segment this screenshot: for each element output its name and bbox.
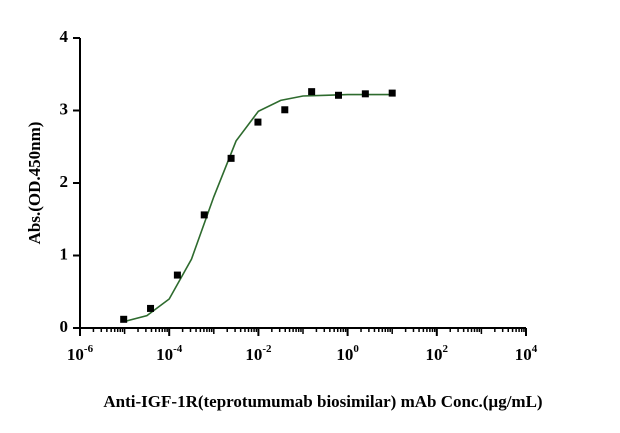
x-tick-label: 104 [515, 343, 538, 364]
y-tick-label: 4 [60, 27, 69, 46]
fit-curve [124, 93, 393, 323]
x-tick-base: 10 [515, 345, 532, 364]
x-tick-base: 10 [336, 345, 353, 364]
x-axis-label: Anti-IGF-1R(teprotumumab biosimilar) mAb… [103, 392, 542, 411]
data-point [227, 154, 235, 162]
data-point [361, 90, 369, 98]
data-point [120, 315, 128, 323]
y-tick-label: 0 [60, 317, 69, 336]
x-tick-exponent: -2 [262, 343, 272, 355]
data-point [334, 91, 342, 99]
x-tick-label: 100 [336, 343, 359, 364]
data-point [200, 211, 208, 219]
data-point [173, 271, 181, 279]
x-tick-base: 10 [426, 345, 443, 364]
x-tick-exponent: -4 [173, 343, 183, 355]
y-tick-label: 3 [60, 99, 69, 118]
data-point [388, 89, 396, 97]
x-tick-label: 10-6 [67, 343, 94, 364]
data-point [254, 118, 262, 126]
data-point [281, 106, 289, 114]
x-tick-base: 10 [245, 345, 262, 364]
data-point [147, 304, 155, 312]
y-tick-label: 2 [60, 172, 69, 191]
data-point [308, 88, 316, 96]
x-tick-exponent: 0 [353, 343, 359, 355]
x-tick-base: 10 [156, 345, 173, 364]
x-tick-exponent: -6 [84, 343, 94, 355]
x-tick-label: 10-4 [156, 343, 183, 364]
x-tick-exponent: 4 [532, 343, 538, 355]
y-tick-label: 1 [60, 244, 69, 263]
y-axis-label: Abs.(OD.450nm) [25, 122, 44, 245]
x-tick-exponent: 2 [443, 343, 449, 355]
x-tick-label: 10-2 [245, 343, 272, 364]
x-tick-base: 10 [67, 345, 84, 364]
x-tick-label: 102 [426, 343, 449, 364]
